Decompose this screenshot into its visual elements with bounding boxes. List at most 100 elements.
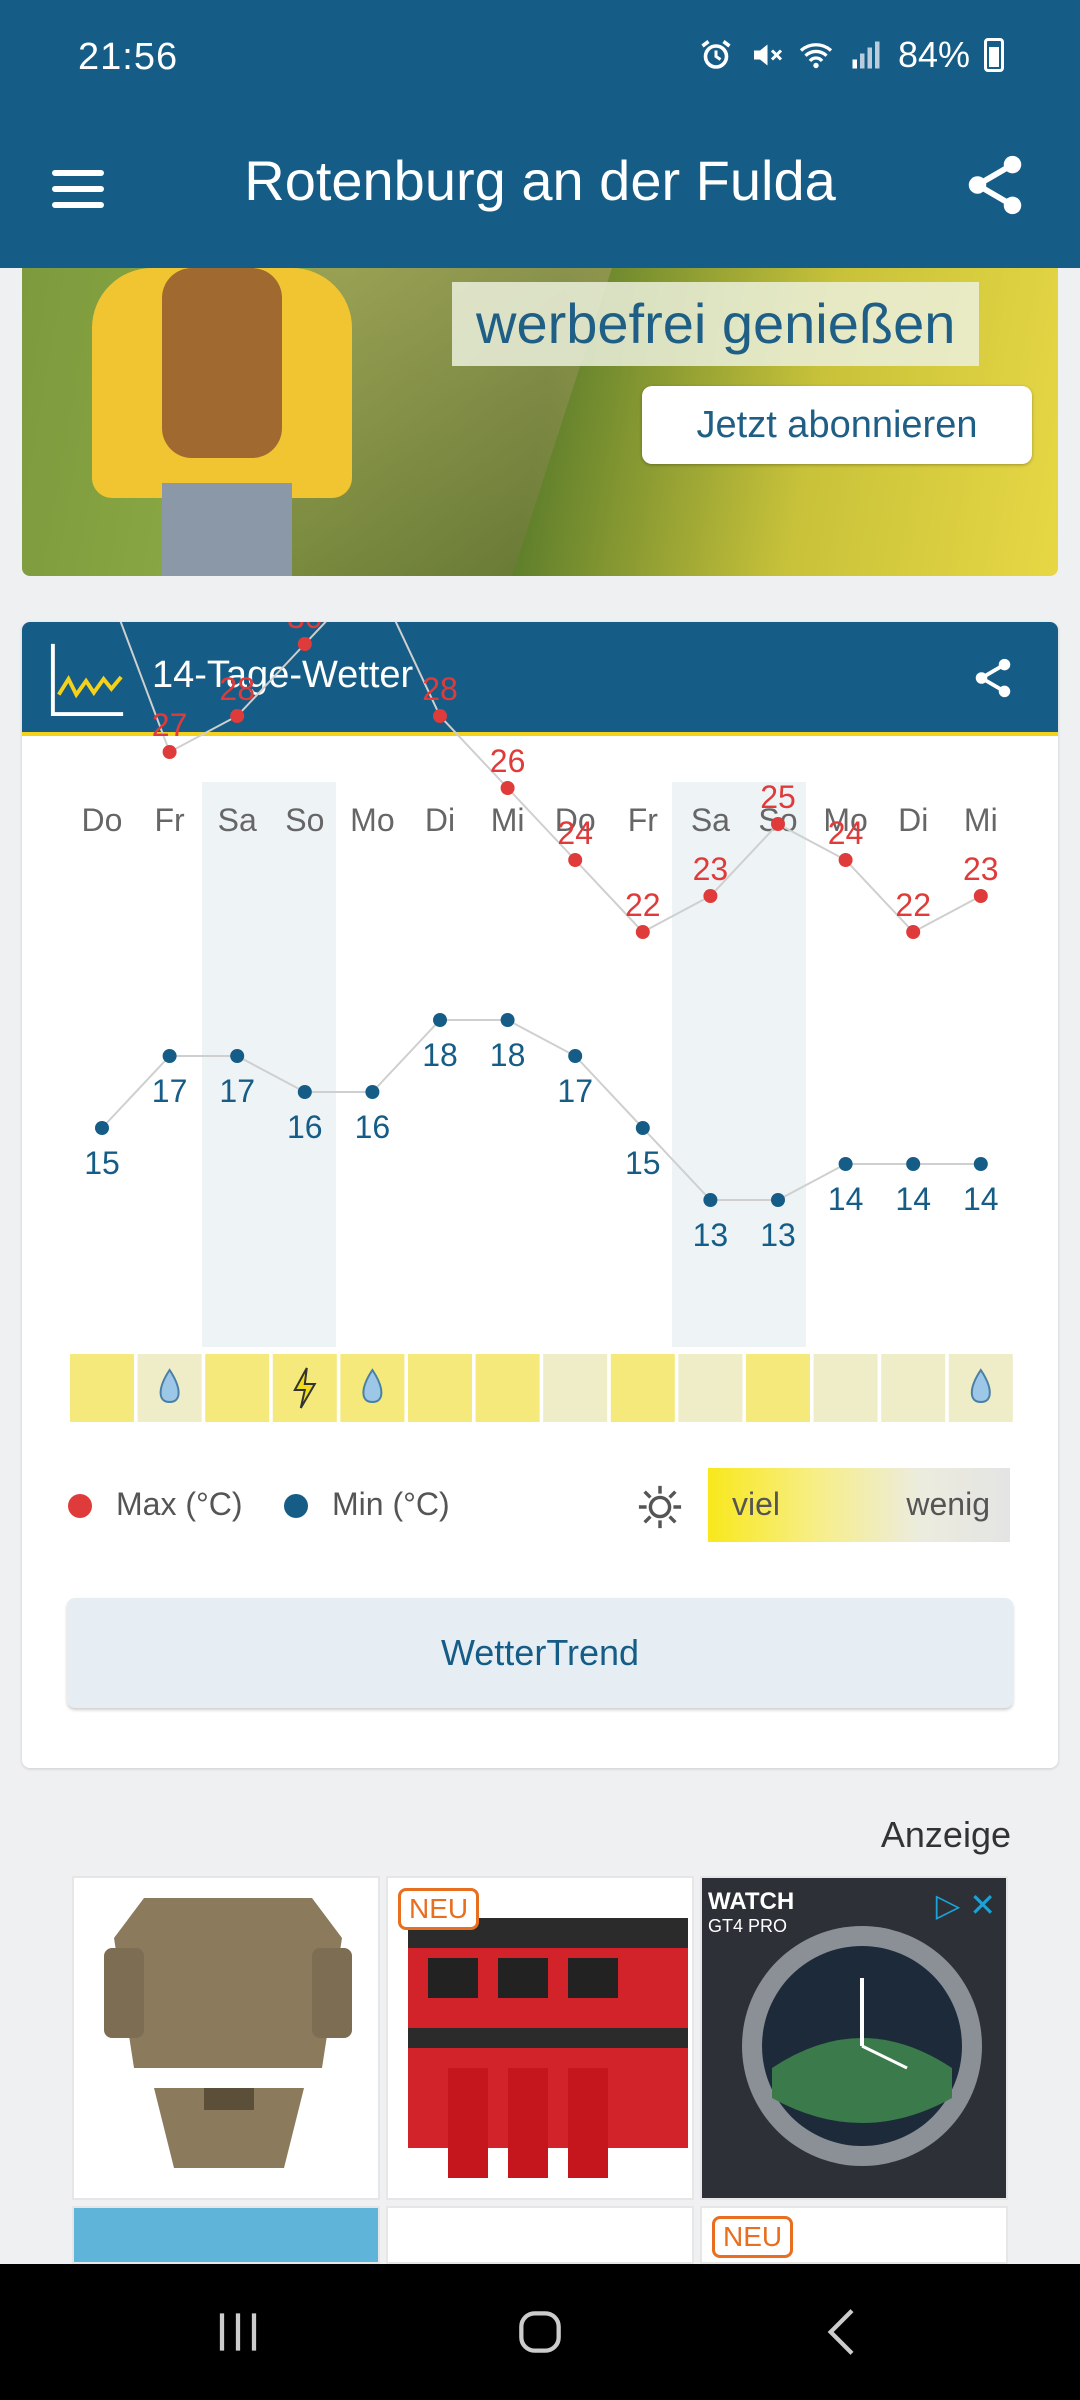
max-temp-point bbox=[771, 817, 785, 831]
min-temp-point bbox=[365, 1085, 380, 1099]
day-label: Mi bbox=[963, 802, 998, 838]
day-label: Do bbox=[81, 802, 123, 838]
min-temp-point bbox=[771, 1193, 785, 1207]
min-temp-point bbox=[906, 1157, 921, 1171]
alarm-icon bbox=[701, 40, 731, 69]
system-nav-bar bbox=[0, 2264, 1080, 2400]
sunshine-tile bbox=[543, 1354, 608, 1422]
temperature-chart: 3227283032282624222325242223151717161618… bbox=[70, 622, 1013, 1422]
share-icon[interactable] bbox=[960, 150, 1030, 220]
day-label: Mo bbox=[350, 802, 395, 838]
max-temp-value-label: 27 bbox=[152, 707, 188, 743]
min-temp-value-label: 16 bbox=[287, 1109, 323, 1145]
day-label: So bbox=[285, 802, 325, 838]
ad-label: Anzeige bbox=[880, 1814, 1011, 1855]
max-temp-value-label: 23 bbox=[693, 851, 729, 887]
tool-rack-image bbox=[408, 1918, 688, 2178]
weekend-band bbox=[202, 782, 336, 1347]
forecast-card: 14-Tage-Wetter DoFrSaSoMoDiMiDoFrSaSoMoD… bbox=[22, 622, 1058, 1768]
max-temp-point bbox=[973, 889, 988, 903]
ad-tile-armor[interactable] bbox=[72, 1876, 380, 2200]
max-temp-point bbox=[568, 853, 583, 867]
min-temp-value-label: 18 bbox=[422, 1037, 458, 1073]
max-temp-value-label: 24 bbox=[828, 815, 864, 851]
sunshine-tile bbox=[610, 1354, 675, 1422]
ad-tile-watch[interactable]: WATCH GT4 PRO ▷ ✕ bbox=[700, 1876, 1008, 2200]
max-temp-point bbox=[838, 853, 853, 867]
min-temp-value-label: 14 bbox=[963, 1181, 999, 1217]
max-temp-point bbox=[906, 925, 921, 939]
recents-icon[interactable] bbox=[206, 2300, 270, 2364]
wifi-icon bbox=[799, 43, 833, 69]
watch-subtitle: GT4 PRO bbox=[708, 1916, 788, 1936]
signal-icon bbox=[852, 41, 880, 69]
max-temp-value-label: 22 bbox=[895, 887, 931, 923]
back-icon[interactable] bbox=[812, 2300, 876, 2364]
legend-min-dot bbox=[284, 1494, 308, 1518]
status-bar: 21:56 84% bbox=[0, 0, 1080, 120]
max-temp-value-label: 22 bbox=[625, 887, 661, 923]
sunshine-tile bbox=[408, 1354, 472, 1422]
rain-icon bbox=[970, 1368, 991, 1404]
max-temp-point bbox=[433, 709, 447, 723]
sunshine-scale: viel wenig bbox=[708, 1468, 1010, 1542]
min-temp-point bbox=[230, 1049, 245, 1063]
min-temp-point bbox=[162, 1049, 177, 1063]
status-time: 21:56 bbox=[78, 36, 179, 78]
min-temp-value-label: 13 bbox=[693, 1217, 729, 1253]
min-temp-value-label: 17 bbox=[557, 1073, 593, 1109]
ad-tile-tool-rack[interactable]: NEU bbox=[386, 1876, 694, 2200]
sunshine-tile bbox=[70, 1354, 134, 1422]
sun-viel-label: viel bbox=[732, 1486, 781, 1522]
wettertrend-button[interactable]: WetterTrend bbox=[67, 1598, 1013, 1708]
ad-tile-partial[interactable] bbox=[72, 2206, 380, 2264]
battery-icon bbox=[984, 38, 1004, 72]
min-temp-point bbox=[838, 1157, 853, 1171]
sunshine-tile bbox=[881, 1354, 946, 1422]
home-icon[interactable] bbox=[508, 2300, 572, 2364]
sunshine-tile bbox=[746, 1354, 810, 1422]
day-label: Fr bbox=[154, 802, 185, 838]
legend-min-label: Min (°C) bbox=[332, 1486, 450, 1522]
min-temp-point bbox=[973, 1157, 988, 1171]
min-temp-value-label: 13 bbox=[760, 1217, 796, 1253]
min-temp-value-label: 14 bbox=[895, 1181, 931, 1217]
min-temp-point bbox=[95, 1121, 109, 1135]
day-label: Do bbox=[554, 802, 596, 838]
legend-max-label: Max (°C) bbox=[116, 1486, 243, 1522]
max-temp-point bbox=[297, 637, 312, 651]
card-header: 14-Tage-Wetter bbox=[22, 622, 1058, 736]
promo-banner[interactable]: werbefrei genießen Jetzt abonnieren bbox=[22, 268, 1058, 576]
min-temp-value-label: 16 bbox=[355, 1109, 391, 1145]
watch-title: WATCH bbox=[708, 1888, 795, 1915]
rain-icon bbox=[362, 1368, 383, 1404]
max-temp-value-label: 25 bbox=[760, 779, 796, 815]
max-temp-line bbox=[119, 622, 982, 934]
min-temp-value-label: 17 bbox=[219, 1073, 255, 1109]
day-label: Di bbox=[424, 802, 456, 838]
legend-max-dot bbox=[68, 1494, 92, 1518]
weekend-band bbox=[672, 782, 806, 1347]
adchoices-icon[interactable]: ▷ ✕ bbox=[935, 1887, 996, 1923]
max-temp-point bbox=[703, 889, 718, 903]
card-share-icon[interactable] bbox=[970, 654, 1016, 702]
subscribe-button[interactable]: Jetzt abonnieren bbox=[642, 386, 1032, 464]
day-label: Fr bbox=[627, 802, 658, 838]
day-label: Di bbox=[898, 802, 929, 838]
min-temp-point bbox=[568, 1049, 583, 1063]
ad-tile-partial[interactable] bbox=[386, 2206, 694, 2264]
app-bar: Rotenburg an der Fulda bbox=[0, 120, 1080, 268]
max-temp-value-label: 30 bbox=[287, 622, 323, 635]
battery-percent: 84% bbox=[897, 34, 970, 75]
min-temp-value-label: 15 bbox=[625, 1145, 661, 1181]
max-temp-value-label: 23 bbox=[963, 851, 999, 887]
status-icons: 84% bbox=[698, 34, 1004, 76]
max-temp-value-label: 28 bbox=[422, 671, 458, 707]
day-label: Mi bbox=[490, 802, 525, 838]
new-badge: NEU bbox=[398, 1888, 480, 1930]
menu-button[interactable] bbox=[50, 160, 110, 220]
min-temp-line bbox=[101, 1019, 981, 1201]
max-temp-point bbox=[500, 781, 515, 795]
ad-tile-partial[interactable]: NEU bbox=[700, 2206, 1008, 2264]
min-temp-point bbox=[703, 1193, 718, 1207]
